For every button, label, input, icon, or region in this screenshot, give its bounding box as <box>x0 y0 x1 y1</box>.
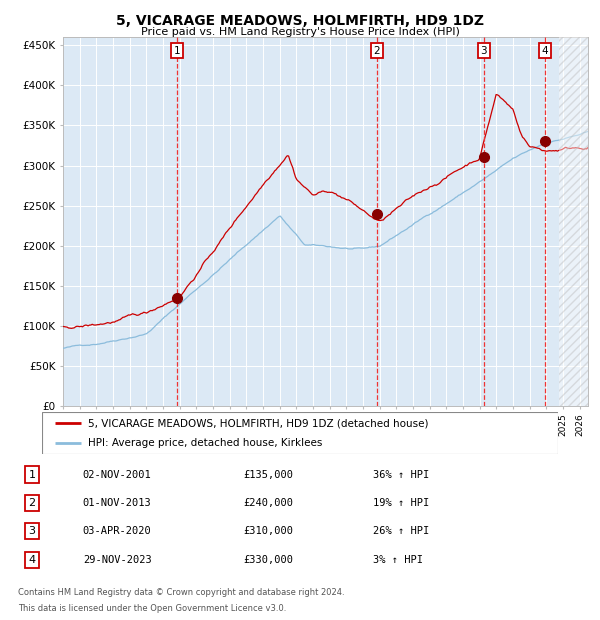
Text: 26% ↑ HPI: 26% ↑ HPI <box>373 526 430 536</box>
Text: 3: 3 <box>29 526 35 536</box>
Text: 1: 1 <box>29 469 35 479</box>
Text: £330,000: £330,000 <box>244 555 293 565</box>
Text: 4: 4 <box>542 46 548 56</box>
Text: HPI: Average price, detached house, Kirklees: HPI: Average price, detached house, Kirk… <box>88 438 323 448</box>
Text: 3: 3 <box>481 46 487 56</box>
Text: £135,000: £135,000 <box>244 469 293 479</box>
Text: 5, VICARAGE MEADOWS, HOLMFIRTH, HD9 1DZ: 5, VICARAGE MEADOWS, HOLMFIRTH, HD9 1DZ <box>116 14 484 28</box>
Text: Contains HM Land Registry data © Crown copyright and database right 2024.: Contains HM Land Registry data © Crown c… <box>18 588 344 597</box>
Text: 03-APR-2020: 03-APR-2020 <box>83 526 152 536</box>
Text: 36% ↑ HPI: 36% ↑ HPI <box>373 469 430 479</box>
Text: 01-NOV-2013: 01-NOV-2013 <box>83 498 152 508</box>
Text: £240,000: £240,000 <box>244 498 293 508</box>
Text: 02-NOV-2001: 02-NOV-2001 <box>83 469 152 479</box>
Text: 3% ↑ HPI: 3% ↑ HPI <box>373 555 424 565</box>
Text: 5, VICARAGE MEADOWS, HOLMFIRTH, HD9 1DZ (detached house): 5, VICARAGE MEADOWS, HOLMFIRTH, HD9 1DZ … <box>88 418 429 428</box>
FancyBboxPatch shape <box>42 412 558 454</box>
Text: 29-NOV-2023: 29-NOV-2023 <box>83 555 152 565</box>
Text: £310,000: £310,000 <box>244 526 293 536</box>
Text: 19% ↑ HPI: 19% ↑ HPI <box>373 498 430 508</box>
Text: This data is licensed under the Open Government Licence v3.0.: This data is licensed under the Open Gov… <box>18 604 286 613</box>
Text: Price paid vs. HM Land Registry's House Price Index (HPI): Price paid vs. HM Land Registry's House … <box>140 27 460 37</box>
Text: 1: 1 <box>173 46 181 56</box>
Text: 2: 2 <box>374 46 380 56</box>
Text: 2: 2 <box>29 498 35 508</box>
Text: 4: 4 <box>29 555 35 565</box>
